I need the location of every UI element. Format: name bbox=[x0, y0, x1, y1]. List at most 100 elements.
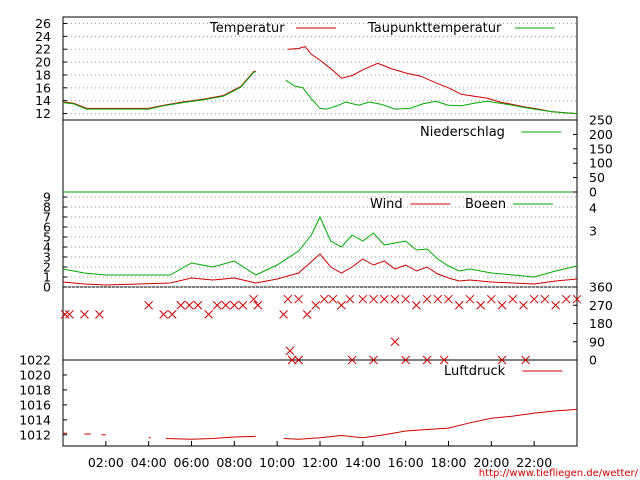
panel-frame bbox=[62, 286, 578, 361]
wind-direction-mark bbox=[287, 355, 297, 365]
wind-direction-mark bbox=[238, 300, 248, 310]
wind-direction-mark bbox=[561, 294, 571, 304]
wind-direction-mark bbox=[369, 294, 378, 304]
wind-direction-mark bbox=[337, 300, 346, 310]
x-tick-label: 02:00 bbox=[88, 455, 124, 470]
y-tick-label: 9 bbox=[43, 190, 51, 205]
x-tick-label: 06:00 bbox=[173, 455, 209, 470]
y-tick-label: 2 bbox=[43, 260, 51, 275]
y-tick-label: 20 bbox=[35, 55, 51, 70]
y-tick-label: 24 bbox=[35, 29, 51, 44]
series-line-1 bbox=[62, 215, 578, 278]
wind-direction-mark bbox=[358, 294, 368, 304]
wind-direction-mark bbox=[302, 310, 312, 319]
x-tick-label: 14:00 bbox=[345, 455, 381, 470]
wind-direction-mark bbox=[212, 300, 222, 310]
legend-label: Temperatur bbox=[209, 21, 285, 36]
wind-direction-mark bbox=[311, 300, 321, 310]
wind-direction-mark bbox=[319, 294, 329, 304]
y-tick-label: 270 bbox=[589, 298, 613, 313]
data-series bbox=[60, 46, 582, 440]
y-tick-label: 250 bbox=[589, 113, 613, 128]
wind-direction-mark bbox=[294, 355, 303, 365]
series-line-1 bbox=[62, 71, 578, 115]
y-tick-label: 8 bbox=[43, 200, 51, 215]
wind-direction-mark bbox=[572, 294, 582, 304]
wind-direction-mark bbox=[422, 355, 432, 365]
y-tick-label: 18 bbox=[35, 67, 51, 82]
y-tick-label: 1020 bbox=[19, 367, 51, 382]
series-line-0 bbox=[63, 408, 578, 440]
x-tick-label: 12:00 bbox=[302, 455, 338, 470]
y-tick-label: 5 bbox=[43, 230, 51, 245]
y-tick-label: 150 bbox=[589, 141, 613, 156]
wind-direction-mark bbox=[347, 355, 357, 365]
y-tick-label: 0 bbox=[589, 185, 597, 200]
wind-direction-mark bbox=[283, 294, 293, 304]
y-tick-label: 6 bbox=[43, 220, 51, 235]
y-tick-label: 1018 bbox=[19, 382, 51, 397]
legend-label: Niederschlag bbox=[420, 125, 505, 140]
y-tick-label: 1022 bbox=[19, 353, 51, 368]
x-tick-label: 20:00 bbox=[473, 455, 509, 470]
wind-direction-mark bbox=[167, 310, 177, 319]
y-tick-label: 12 bbox=[35, 106, 51, 121]
series-line-0 bbox=[62, 253, 578, 286]
wind-direction-mark bbox=[519, 300, 528, 310]
y-tick-label: 360 bbox=[589, 280, 613, 295]
wind-direction-mark bbox=[476, 300, 485, 310]
y-tick-label: 26 bbox=[35, 16, 51, 31]
wind-direction-mark bbox=[229, 300, 239, 310]
wind-direction-mark bbox=[95, 310, 104, 319]
wind-direction-mark bbox=[465, 294, 475, 304]
wind-direction-mark bbox=[439, 355, 449, 365]
y-tick-label-right: 4 bbox=[589, 201, 597, 216]
y-tick-label: 200 bbox=[589, 127, 613, 142]
wind-direction-mark bbox=[486, 294, 496, 304]
y-tick-label: 100 bbox=[589, 156, 613, 171]
wind-direction-mark bbox=[433, 294, 443, 304]
y-tick-label: 0 bbox=[589, 353, 597, 368]
x-tick-label: 18:00 bbox=[430, 455, 466, 470]
y-tick-label: 4 bbox=[43, 240, 51, 255]
y-tick-label: 1014 bbox=[19, 412, 51, 427]
wind-direction-mark bbox=[529, 294, 539, 304]
wind-direction-mark bbox=[249, 294, 258, 304]
y-tick-label: 0 bbox=[43, 280, 51, 295]
wind-direction-mark bbox=[497, 355, 507, 365]
y-tick-label: 1012 bbox=[19, 427, 51, 442]
wind-direction-mark bbox=[204, 310, 213, 319]
wind-direction-mark bbox=[390, 294, 400, 304]
x-tick-label: 10:00 bbox=[259, 455, 295, 470]
wind-direction-mark bbox=[65, 310, 74, 319]
x-tick-label: 08:00 bbox=[216, 455, 252, 470]
y-tick-label: 1 bbox=[43, 270, 51, 285]
wind-direction-mark bbox=[159, 310, 169, 319]
y-tick-label-right: 3 bbox=[589, 224, 597, 239]
wind-direction-mark bbox=[80, 310, 89, 319]
x-tick-label: 04:00 bbox=[131, 455, 167, 470]
wind-direction-mark bbox=[422, 294, 432, 304]
legends: Temperatur Taupunkttemperatur Niederschlag… bbox=[209, 21, 563, 379]
legend-label: Taupunkttemperatur bbox=[367, 21, 502, 36]
wind-direction-mark bbox=[390, 337, 400, 347]
wind-direction-mark bbox=[285, 346, 295, 356]
wind-direction-mark bbox=[345, 294, 355, 304]
wind-direction-mark bbox=[279, 310, 288, 319]
y-tick-label: 14 bbox=[35, 93, 51, 108]
y-tick-label: 180 bbox=[589, 316, 613, 331]
y-tick-label: 50 bbox=[589, 170, 605, 185]
wind-direction-mark bbox=[551, 300, 560, 310]
wind-direction-mark bbox=[401, 294, 411, 304]
wind-direction-mark bbox=[521, 355, 530, 365]
wind-direction-mark bbox=[193, 300, 203, 310]
x-tick-label: 16:00 bbox=[388, 455, 424, 470]
wind-direction-mark bbox=[144, 300, 154, 310]
wind-direction-mark bbox=[497, 300, 507, 310]
wind-direction-mark bbox=[454, 300, 464, 310]
legend-label: Boeen bbox=[465, 197, 506, 212]
wind-direction-mark bbox=[379, 294, 389, 304]
source-url: http://www.tiefliegen.de/wetter/ bbox=[479, 468, 639, 479]
wind-direction-mark bbox=[221, 300, 231, 310]
